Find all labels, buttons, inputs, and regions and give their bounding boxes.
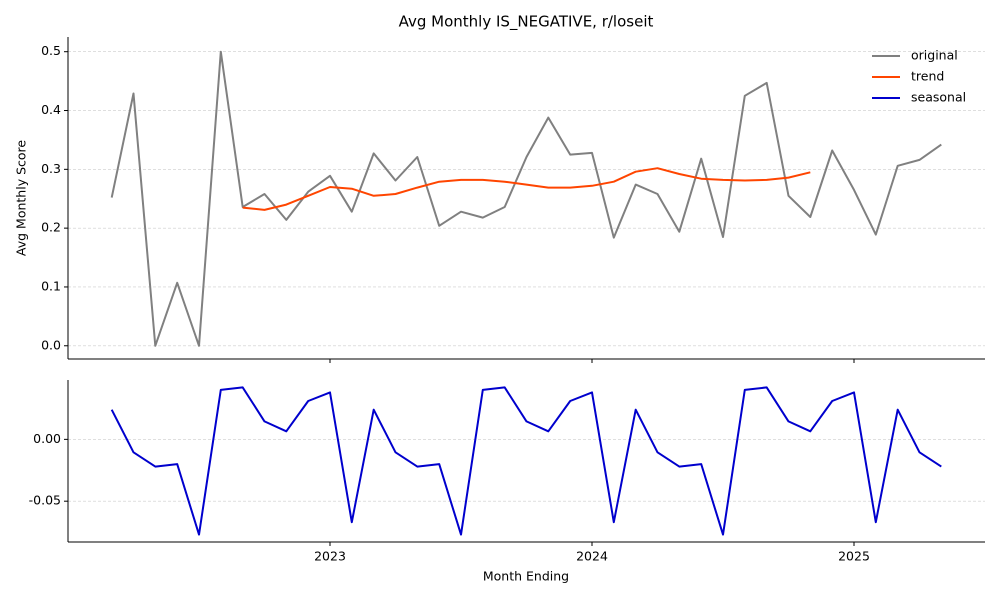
y-tick-label: 0.0 xyxy=(41,337,61,352)
y-tick-label: 0.3 xyxy=(41,161,61,176)
x-tick-label: 2025 xyxy=(838,549,870,564)
series-line xyxy=(110,50,942,347)
y-axis-label: Avg Monthly Score xyxy=(14,140,29,256)
series-line xyxy=(110,386,942,536)
x-axis-label: Month Ending xyxy=(483,569,569,584)
y-tick-label: 0.00 xyxy=(33,431,61,446)
legend-label: original xyxy=(911,48,958,63)
legend-label: trend xyxy=(911,69,944,84)
series-line xyxy=(242,167,811,211)
chart-title: Avg Monthly IS_NEGATIVE, r/loseit xyxy=(399,13,654,32)
y-tick-label: 0.4 xyxy=(41,102,61,117)
y-tick-label: 0.5 xyxy=(41,43,61,58)
x-tick-label: 2024 xyxy=(576,549,608,564)
y-tick-label: -0.05 xyxy=(29,493,61,508)
y-tick-label: 0.2 xyxy=(41,220,61,235)
legend-label: seasonal xyxy=(911,90,966,105)
y-tick-label: 0.1 xyxy=(41,278,61,293)
x-tick-label: 2023 xyxy=(314,549,346,564)
